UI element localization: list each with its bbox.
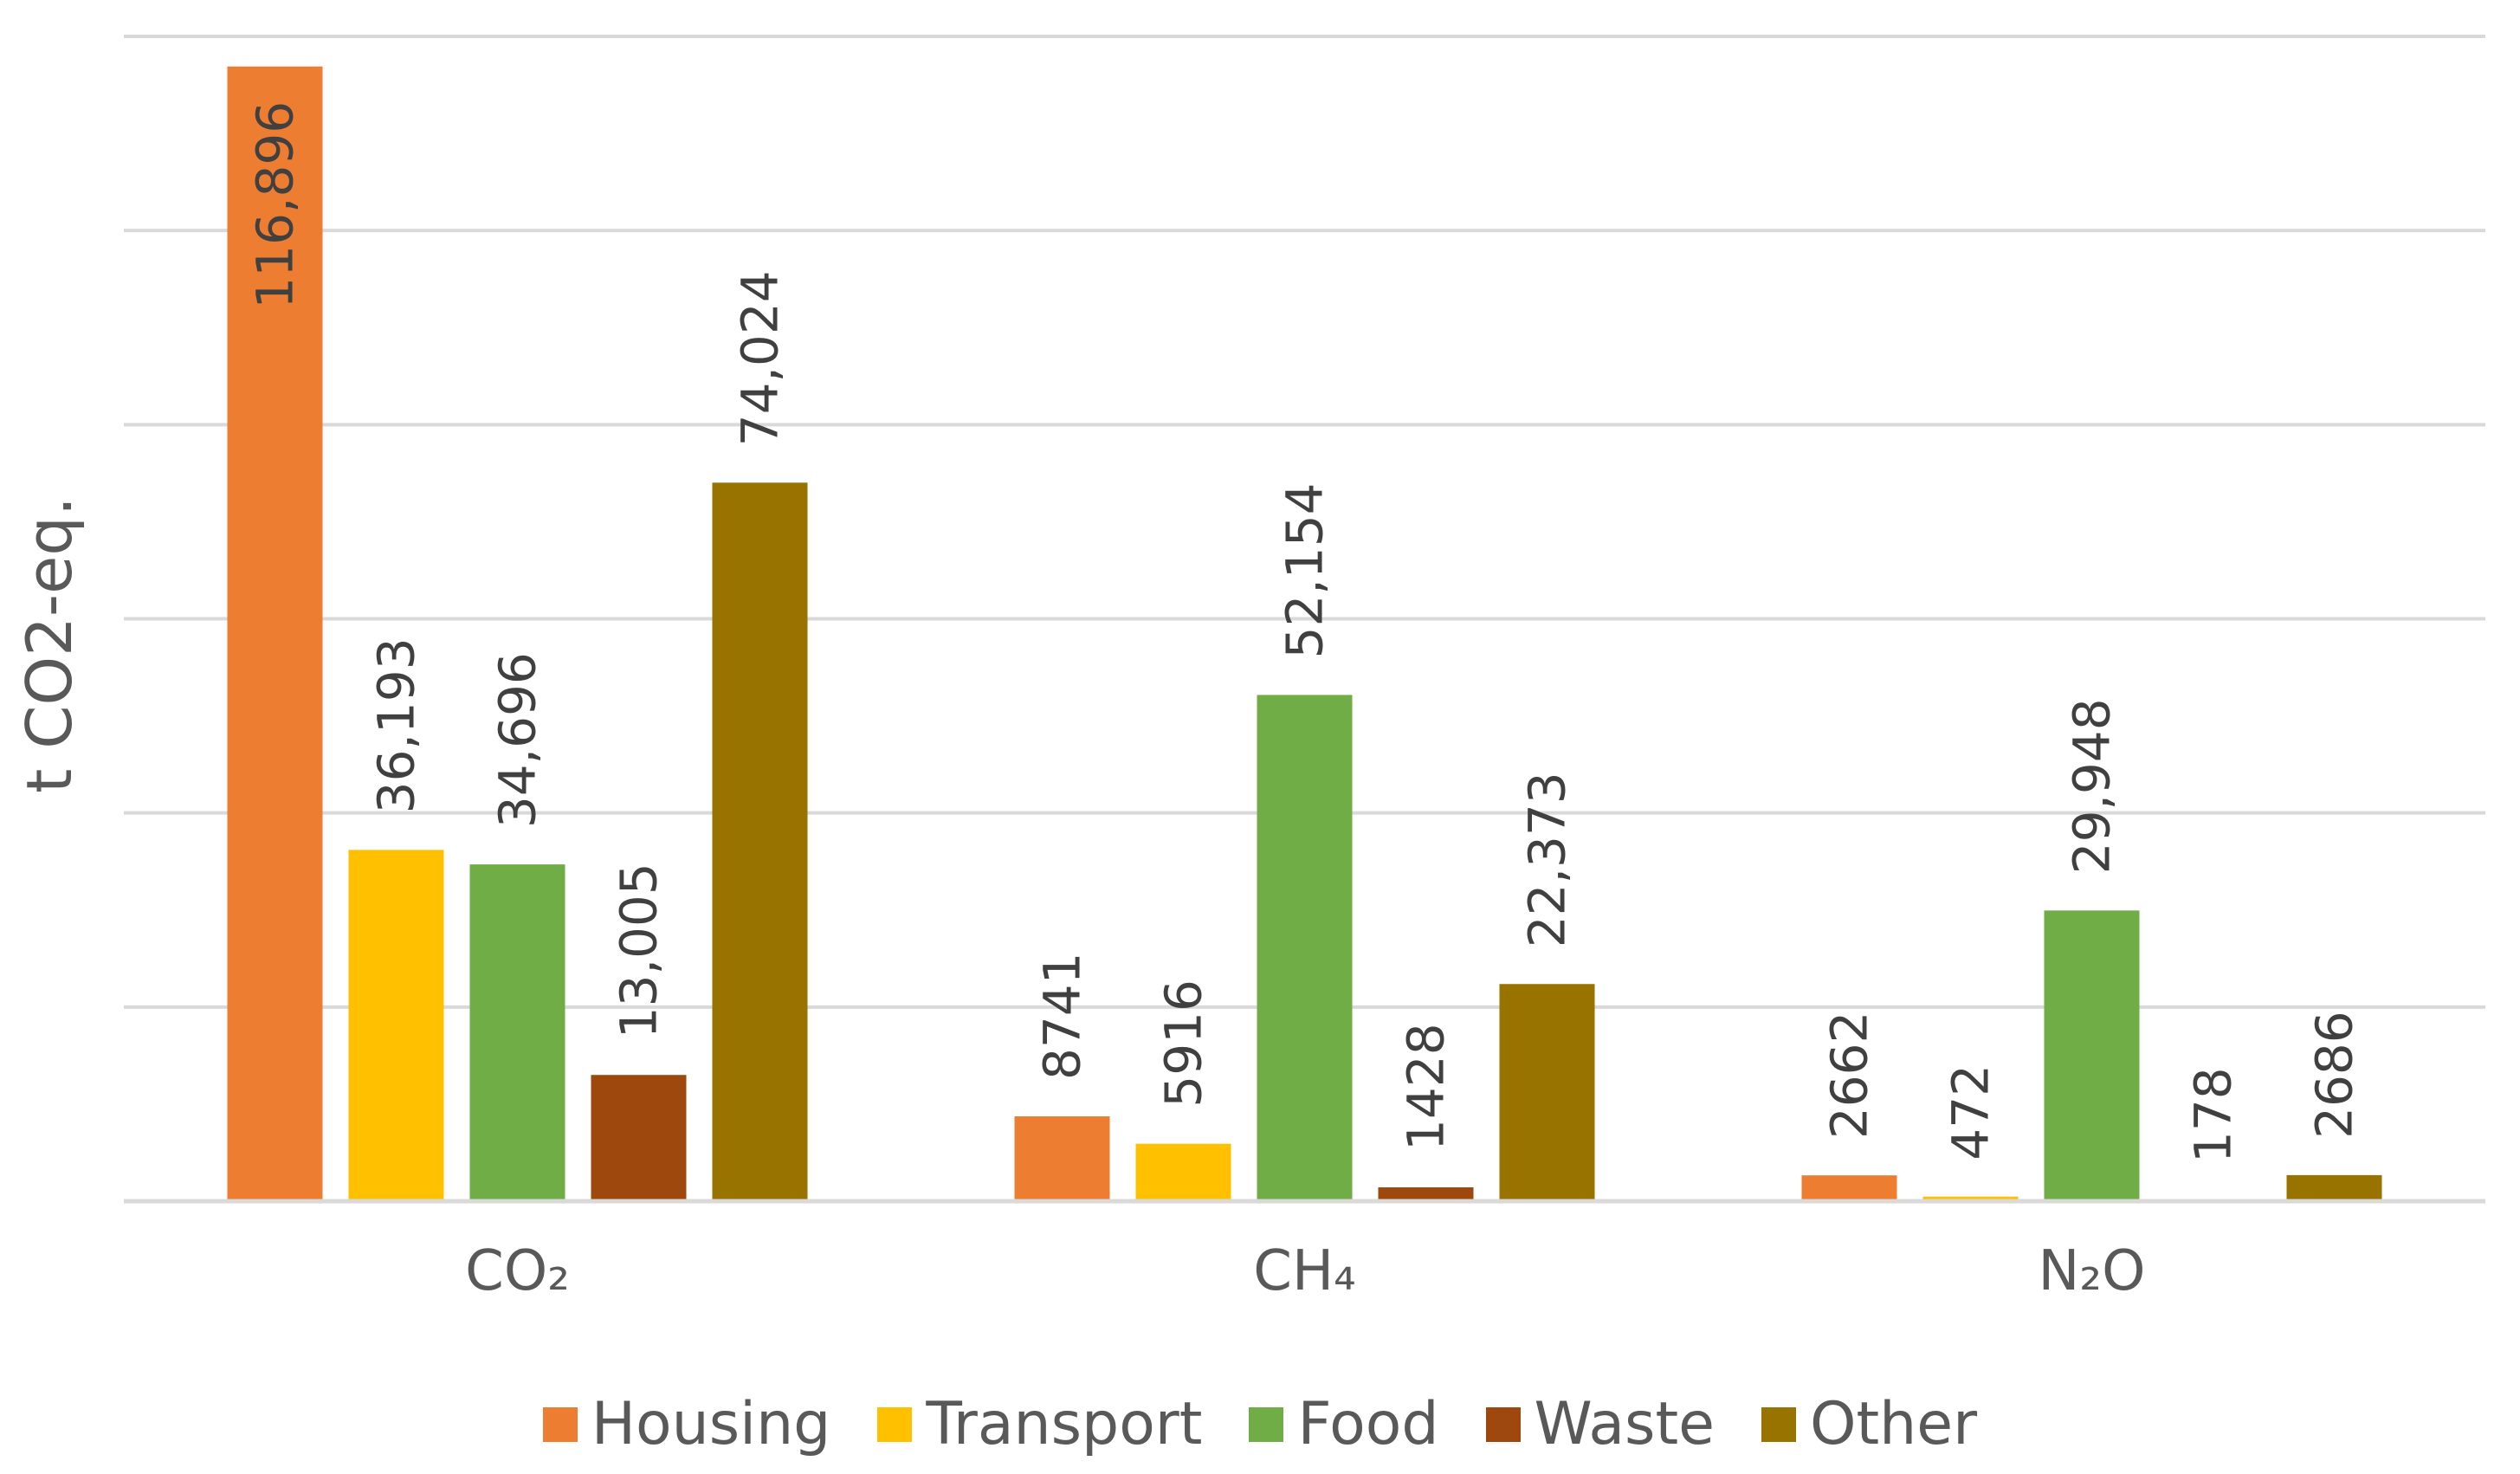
- bar-housing-2: [1801, 1175, 1897, 1201]
- legend: Housing Transport Food Waste Other: [0, 1386, 2520, 1464]
- bar-other-0: [712, 482, 808, 1201]
- legend-item-food: Food: [1249, 1390, 1439, 1458]
- bar-transport-0: [348, 850, 444, 1201]
- bar-food-2: [2044, 910, 2140, 1201]
- legend-item-housing: Housing: [542, 1390, 831, 1458]
- data-label: 29,948: [2063, 698, 2122, 874]
- data-label: 2686: [2305, 1011, 2364, 1139]
- data-label: 1428: [1397, 1023, 1456, 1151]
- data-label: 13,005: [610, 863, 669, 1038]
- legend-label: Housing: [591, 1390, 831, 1458]
- legend-swatch: [1761, 1407, 1796, 1442]
- data-label: 36,193: [367, 637, 426, 813]
- x-tick-label: CH₄: [1253, 1239, 1355, 1303]
- legend-item-waste: Waste: [1485, 1390, 1715, 1458]
- bar-waste-1: [1378, 1186, 1474, 1201]
- bar-waste-0: [591, 1075, 687, 1201]
- chart-plot: 116,896 36,193 34,696 13,005 74,024 CO₂ 8741 59…: [13, 35, 2485, 1303]
- data-label: 116,896: [246, 101, 305, 309]
- legend-label: Food: [1297, 1390, 1439, 1458]
- bar-other-1: [1499, 984, 1595, 1201]
- legend-label: Transport: [926, 1390, 1203, 1458]
- bar-housing-0: [227, 66, 323, 1202]
- x-tick-label: N₂O: [2039, 1239, 2146, 1303]
- data-label: 5916: [1154, 979, 1213, 1108]
- y-axis-title: t CO2-eq.: [13, 496, 86, 793]
- data-label: 472: [1942, 1064, 2000, 1160]
- legend-swatch: [1249, 1407, 1284, 1442]
- data-label: 8741: [1033, 952, 1092, 1080]
- data-label: 178: [2184, 1067, 2243, 1163]
- legend-swatch: [877, 1407, 913, 1442]
- bar-food-0: [469, 864, 565, 1201]
- data-label: 22,373: [1518, 772, 1577, 947]
- bar-housing-1: [1014, 1116, 1110, 1201]
- data-label: 2662: [1820, 1012, 1879, 1140]
- legend-label: Other: [1809, 1390, 1978, 1458]
- legend-swatch: [1485, 1407, 1521, 1442]
- bar-food-1: [1257, 695, 1353, 1201]
- data-label: 52,154: [1276, 482, 1334, 658]
- legend-item-transport: Transport: [877, 1395, 1202, 1454]
- data-label: 74,024: [731, 270, 790, 446]
- bar-other-2: [2286, 1174, 2382, 1201]
- legend-item-other: Other: [1761, 1395, 1977, 1454]
- bar-transport-1: [1135, 1143, 1231, 1201]
- bar-transport-2: [1922, 1196, 2019, 1201]
- data-label: 34,696: [488, 652, 547, 828]
- legend-label: Waste: [1534, 1390, 1715, 1458]
- x-tick-label: CO₂: [465, 1239, 570, 1303]
- legend-swatch: [542, 1407, 578, 1442]
